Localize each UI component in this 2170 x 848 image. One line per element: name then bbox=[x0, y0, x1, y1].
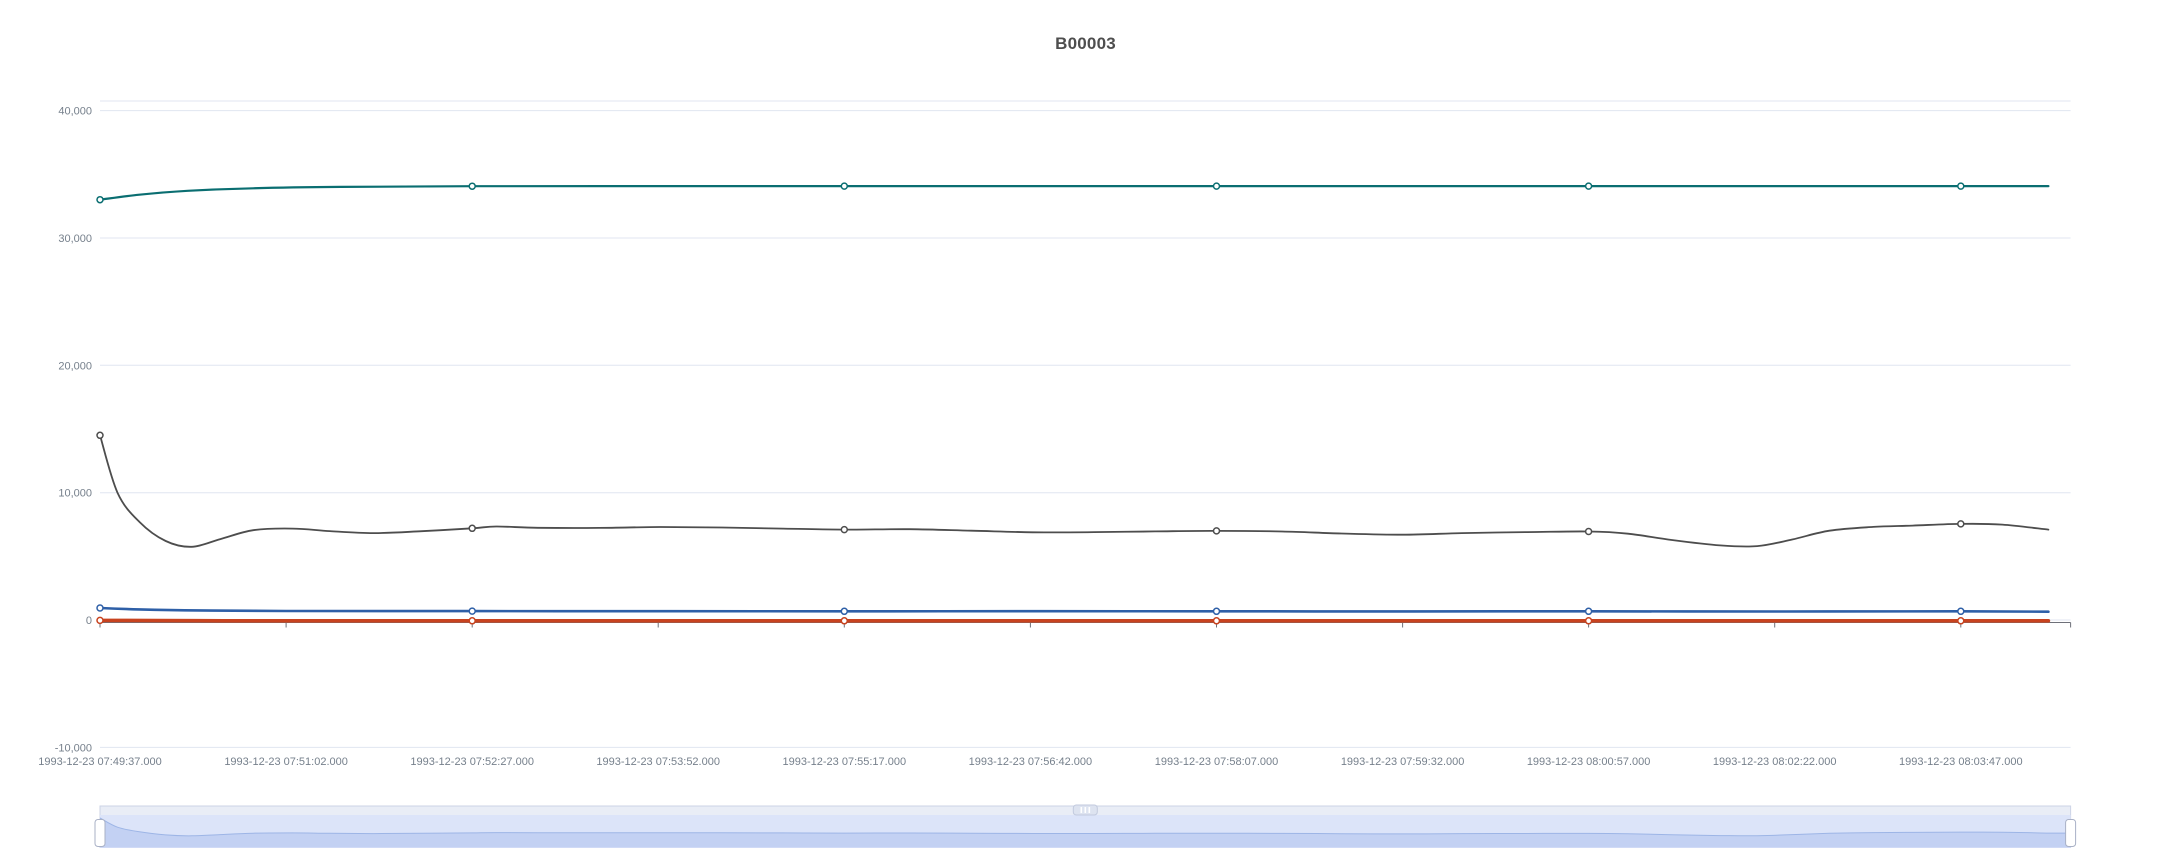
y-axis-label: 0 bbox=[86, 615, 92, 627]
data-point-marker-teal[interactable] bbox=[1584, 182, 1593, 190]
x-axis-label: 1993-12-23 08:02:22.000 bbox=[1713, 756, 1837, 768]
data-point-marker-gray[interactable] bbox=[1584, 527, 1593, 536]
series-line-gray[interactable] bbox=[99, 434, 2050, 548]
data-point-marker-blue[interactable] bbox=[1212, 607, 1221, 616]
data-point-marker-red[interactable] bbox=[468, 617, 476, 625]
data-point-marker-teal[interactable] bbox=[1957, 182, 1965, 190]
datazoom-handle-right[interactable] bbox=[2065, 819, 2077, 847]
data-point-marker-blue[interactable] bbox=[1957, 607, 1965, 616]
y-axis-label: 40,000 bbox=[58, 106, 92, 118]
data-point-marker-red[interactable] bbox=[1584, 617, 1593, 625]
data-point-marker-red[interactable] bbox=[1212, 617, 1221, 625]
x-axis-label: 1993-12-23 07:49:37.000 bbox=[38, 756, 162, 768]
y-axis-label: 10,000 bbox=[58, 488, 92, 500]
data-point-marker-gray[interactable] bbox=[1212, 527, 1221, 535]
data-point-marker-gray[interactable] bbox=[96, 431, 104, 440]
chart-title: B00003 bbox=[1055, 34, 1116, 53]
x-axis-label: 1993-12-23 07:59:32.000 bbox=[1341, 756, 1465, 768]
data-point-marker-red[interactable] bbox=[96, 616, 104, 625]
data-point-marker-teal[interactable] bbox=[468, 182, 476, 190]
data-point-marker-red[interactable] bbox=[840, 617, 849, 625]
x-axis-label: 1993-12-23 07:58:07.000 bbox=[1155, 756, 1279, 768]
series-line-blue[interactable] bbox=[98, 606, 2050, 613]
data-point-marker-gray[interactable] bbox=[840, 525, 849, 534]
datazoom-handle-left[interactable] bbox=[94, 819, 106, 847]
datazoom-slider[interactable] bbox=[94, 804, 2077, 848]
datazoom-data-shadow bbox=[100, 818, 2071, 848]
data-point-marker-blue[interactable] bbox=[468, 607, 476, 615]
x-axis-label: 1993-12-23 07:56:42.000 bbox=[969, 756, 1093, 768]
y-axis-label: 30,000 bbox=[58, 233, 92, 245]
x-axis-label: 1993-12-23 07:52:27.000 bbox=[410, 756, 534, 768]
data-point-marker-teal[interactable] bbox=[1212, 182, 1221, 190]
data-point-marker-gray[interactable] bbox=[1957, 520, 1965, 528]
data-point-marker-blue[interactable] bbox=[96, 604, 104, 612]
x-axis-label: 1993-12-23 07:53:52.000 bbox=[596, 756, 720, 768]
data-point-marker-teal[interactable] bbox=[840, 182, 849, 190]
series-line-teal[interactable] bbox=[98, 184, 2050, 201]
data-point-marker-teal[interactable] bbox=[96, 195, 104, 204]
x-axis-label: 1993-12-23 08:00:57.000 bbox=[1527, 756, 1651, 768]
data-point-marker-blue[interactable] bbox=[840, 607, 849, 616]
data-point-marker-red[interactable] bbox=[1957, 617, 1965, 625]
data-point-marker-gray[interactable] bbox=[468, 524, 476, 533]
datazoom-data-shadow-line bbox=[99, 817, 2071, 837]
y-axis-label: 20,000 bbox=[58, 360, 92, 372]
x-axis-label: 1993-12-23 07:55:17.000 bbox=[783, 756, 907, 768]
y-axis-label: -10,000 bbox=[55, 742, 92, 754]
data-point-marker-blue[interactable] bbox=[1584, 607, 1593, 616]
x-axis-label: 1993-12-23 07:51:02.000 bbox=[224, 756, 348, 768]
x-axis-label: 1993-12-23 08:03:47.000 bbox=[1899, 756, 2023, 768]
